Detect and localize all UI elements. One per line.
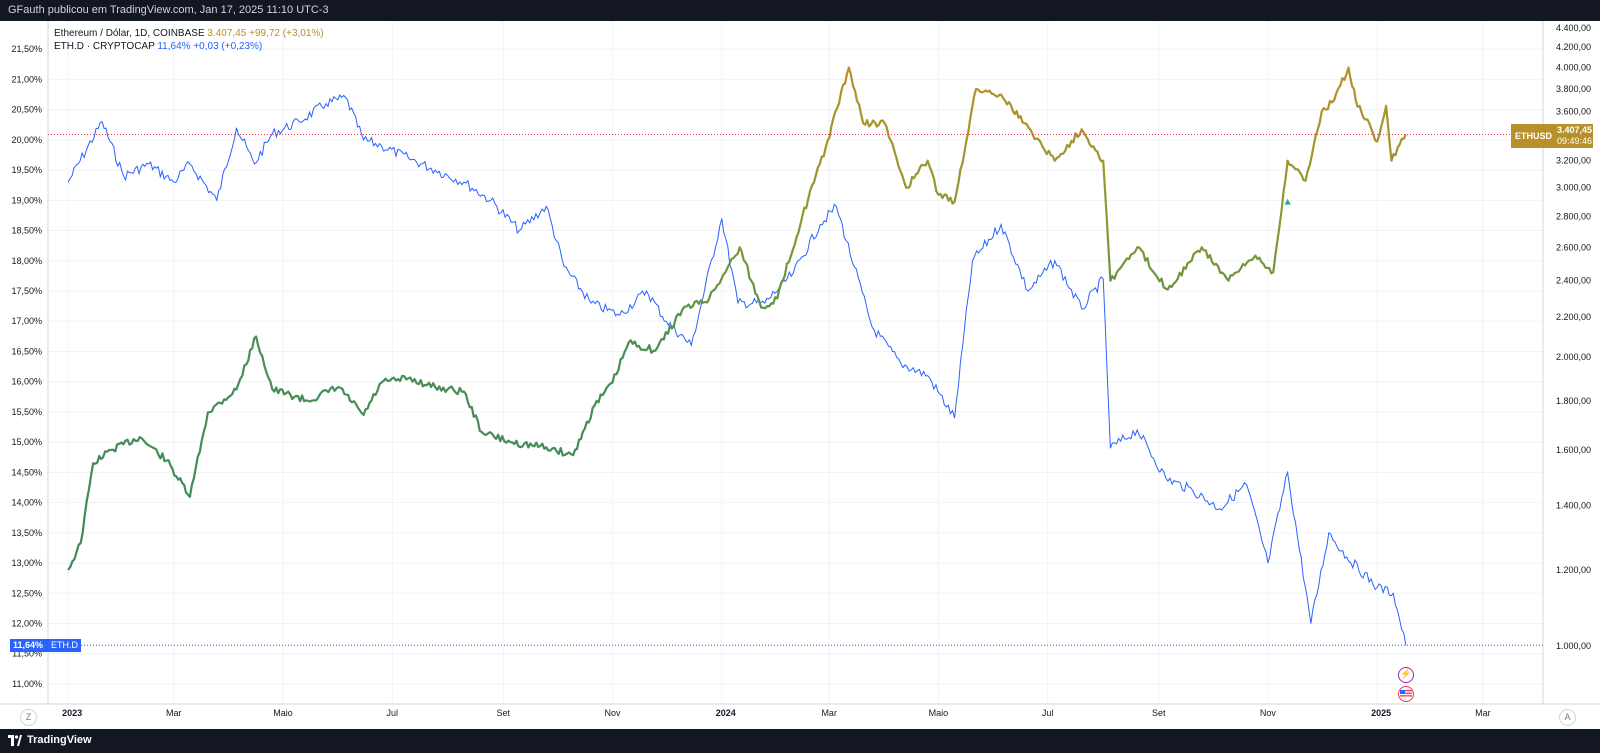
signal-marker-icon[interactable]	[1284, 198, 1291, 205]
chart-legend: Ethereum / Dólar, 1D, COINBASE 3.407,45 …	[54, 27, 324, 53]
left-axis-tick-label: 21,50%	[11, 44, 42, 54]
right-axis-tick-label: 3.600,00	[1556, 107, 1591, 117]
left-axis-tick-label: 19,00%	[11, 195, 42, 205]
right-axis-tick-label: 2.400,00	[1556, 276, 1591, 286]
right-axis-tick-label: 3.200,00	[1556, 156, 1591, 166]
right-axis-tick-label: 4.400,00	[1556, 23, 1591, 33]
left-axis-tick-label: 17,00%	[11, 316, 42, 326]
left-axis-tick-label: 12,50%	[11, 588, 42, 598]
x-axis-tick-label: Maio	[929, 708, 949, 718]
legend-ethusd-change: +99,72 (+3,01%)	[249, 28, 324, 39]
right-axis-tick-label: 4.200,00	[1556, 42, 1591, 52]
left-axis-tick-label: 11,50%	[12, 649, 42, 659]
left-axis-tick-label: 13,00%	[11, 558, 42, 568]
legend-ethusd-value: 3.407,45	[207, 28, 247, 39]
price-label: ETHUSD 3.407,45 09:49:46	[1511, 123, 1593, 148]
legend-ethd-change: +0,03 (+0,23%)	[193, 41, 263, 52]
x-axis-tick-label: Nov	[1260, 708, 1277, 718]
x-axis-tick-label: Maio	[273, 708, 293, 718]
right-axis-tick-label: 3.000,00	[1556, 183, 1591, 193]
left-axis-tick-label: 16,50%	[11, 346, 42, 356]
price-label-symbol: ETHUSD	[1515, 130, 1553, 141]
top-bar: GFauth publicou em TradingView.com, Jan …	[0, 0, 1600, 21]
right-axis-tick-label: 1.800,00	[1556, 396, 1591, 406]
tradingview-logo-icon	[8, 734, 22, 746]
x-axis-tick-label: Set	[1152, 708, 1166, 718]
x-axis-tick-label: Jul	[386, 708, 398, 718]
left-axis-tick-label: 16,00%	[11, 377, 42, 387]
x-axis-tick-label: Mar	[166, 708, 182, 718]
right-axis-tick-label: 1.000,00	[1556, 641, 1591, 651]
dominance-label-value: 11,64%	[13, 640, 44, 651]
left-axis-area[interactable]	[0, 21, 48, 729]
right-axis-tick-label: 3.800,00	[1556, 84, 1591, 94]
left-axis-tick-label: 17,50%	[11, 286, 42, 296]
right-axis-tick-label: 2.600,00	[1556, 242, 1591, 252]
auto-scale-button[interactable]: A	[1559, 709, 1576, 726]
x-axis-tick-label: Mar	[1475, 708, 1491, 718]
legend-ethd-name: ETH.D · CRYPTOCAP	[54, 41, 155, 52]
publisher-text: GFauth publicou em TradingView.com, Jan …	[8, 4, 329, 16]
x-axis-tick-label: 2024	[716, 708, 736, 718]
us-flag-icon	[1400, 690, 1412, 698]
us-flag-event-icon[interactable]	[1398, 686, 1414, 702]
tradingview-brand: TradingView	[27, 734, 92, 747]
bottom-bar: TradingView	[0, 729, 1600, 753]
price-label-countdown: 09:49:46	[1557, 135, 1593, 146]
left-axis-tick-label: 15,50%	[11, 407, 42, 417]
left-axis-tick-label: 20,50%	[11, 105, 42, 115]
left-axis-tick-label: 14,00%	[11, 498, 42, 508]
x-axis-tick-label: Nov	[605, 708, 622, 718]
left-axis-tick-label: 18,50%	[11, 226, 42, 236]
dominance-label: 11,64% ETH.D	[10, 639, 82, 653]
tradingview-logo[interactable]: TradingView	[8, 734, 92, 746]
legend-ethd-value: 11,64%	[157, 41, 191, 52]
right-axis-tick-label: 1.200,00	[1556, 565, 1591, 575]
series-line-ethusd[interactable]	[67, 66, 1407, 571]
legend-row-ethd[interactable]: ETH.D · CRYPTOCAP 11,64% +0,03 (+0,23%)	[54, 40, 324, 53]
chart-canvas[interactable]: 21,50% 21,00% 20,50% 20,00% 19,50% 19,00% 18,5…	[0, 21, 1600, 729]
right-axis-tick-label: 2.200,00	[1556, 312, 1591, 322]
x-axis-tick-label: Set	[497, 708, 511, 718]
right-axis-tick-label: 2.000,00	[1556, 352, 1591, 362]
left-axis-tick-label: 20,00%	[11, 135, 42, 145]
left-axis-tick-label: 13,50%	[11, 528, 42, 538]
right-axis-tick-label: 1.400,00	[1556, 501, 1591, 511]
left-axis-tick-label: 18,00%	[11, 256, 42, 266]
left-axis-tick-label: 14,50%	[11, 467, 42, 477]
left-axis-tick-label: 15,00%	[11, 437, 42, 447]
z-scale-button[interactable]: Z	[20, 709, 37, 726]
legend-ethusd-name: Ethereum / Dólar, 1D, COINBASE	[54, 28, 205, 39]
left-axis-tick-label: 11,00%	[12, 679, 42, 689]
x-axis-tick-label: Jul	[1042, 708, 1054, 718]
legend-row-ethusd[interactable]: Ethereum / Dólar, 1D, COINBASE 3.407,45 …	[54, 27, 324, 40]
lightning-event-icon[interactable]: ⚡	[1398, 667, 1414, 683]
left-axis-tick-label: 21,00%	[11, 74, 42, 84]
left-axis-tick-label: 19,50%	[11, 165, 42, 175]
x-axis-tick-label: 2025	[1371, 708, 1391, 718]
right-axis-tick-label: 2.800,00	[1556, 211, 1591, 221]
price-label-price: 3.407,45	[1557, 124, 1593, 135]
right-axis-tick-label: 4.000,00	[1556, 63, 1591, 73]
dominance-label-symbol: ETH.D	[51, 640, 79, 651]
right-axis-tick-label: 1.600,00	[1556, 445, 1591, 455]
series-line-ethd[interactable]	[67, 94, 1407, 646]
x-axis-tick-label: 2023	[62, 708, 82, 718]
left-axis-tick-label: 12,00%	[11, 619, 42, 629]
x-axis-tick-label: Mar	[821, 708, 837, 718]
